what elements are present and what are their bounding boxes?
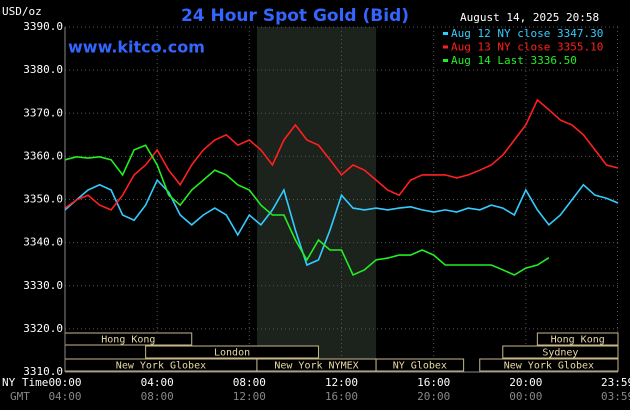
session-label: London (214, 348, 250, 359)
series-line (64, 144, 550, 277)
legend-label: Aug 14 Last 3336.50 (451, 54, 577, 67)
x-axis-label: NY Time (2, 376, 48, 389)
series-line (64, 178, 619, 267)
y-tick-label: 3390.0 (23, 20, 63, 33)
session-label: Hong Kong (101, 335, 155, 346)
session-label: Sydney (542, 348, 578, 359)
x2-tick-label: 12:00 (233, 390, 266, 403)
session-bar (536, 332, 619, 346)
y-tick-label: 3350.0 (23, 193, 63, 206)
x-tick-label: 12:00 (325, 376, 358, 389)
y-tick-label: 3320.0 (23, 322, 63, 335)
x2-tick-label: 04:00 (48, 390, 81, 403)
session-bar (502, 345, 619, 359)
session-bar (479, 358, 619, 372)
x-tick-label: 00:00 (48, 376, 81, 389)
session-label: Hong Kong (551, 335, 605, 346)
session-bar (145, 345, 319, 359)
session-label: NY Globex (393, 361, 447, 372)
y-tick-label: 3330.0 (23, 279, 63, 292)
x-tick-label: 16:00 (417, 376, 450, 389)
y-tick-label: 3380.0 (23, 63, 63, 76)
session-bar (375, 358, 465, 372)
site-label: www.kitco.com (68, 38, 205, 57)
legend-label: Aug 13 NY close 3355.10 (451, 41, 603, 54)
y-tick-label: 3360.0 (23, 149, 63, 162)
x2-tick-label: 08:00 (141, 390, 174, 403)
session-label: New York Globex (504, 361, 594, 372)
x2-tick-label: 20:00 (417, 390, 450, 403)
highlight-band (256, 27, 377, 372)
x-tick-label: 04:00 (141, 376, 174, 389)
session-label: New York NYMEX (274, 361, 358, 372)
y-tick-label: 3340.0 (23, 236, 63, 249)
x2-tick-label: 00:00 (509, 390, 542, 403)
session-label: New York Globex (116, 361, 206, 372)
legend-swatch (443, 59, 448, 62)
x2-axis-label: GMT (10, 390, 30, 403)
x2-tick-label: 16:00 (325, 390, 358, 403)
legend-swatch (443, 45, 448, 49)
x-tick-label: 08:00 (233, 376, 266, 389)
x-tick-label: 20:00 (509, 376, 542, 389)
timestamp: August 14, 2025 20:58 (460, 11, 599, 24)
y-tick-label: 3310.0 (23, 365, 63, 378)
y-axis-label: USD/oz (2, 5, 42, 18)
y-tick-label: 3370.0 (23, 106, 63, 119)
x-tick-label: 23:59 (601, 376, 630, 389)
legend-label: Aug 12 NY close 3347.30 (451, 27, 603, 40)
x2-tick-label: 03:59 (601, 390, 630, 403)
chart-title: 24 Hour Spot Gold (Bid) (181, 6, 409, 26)
series-line (64, 98, 619, 211)
legend-swatch (443, 32, 448, 35)
